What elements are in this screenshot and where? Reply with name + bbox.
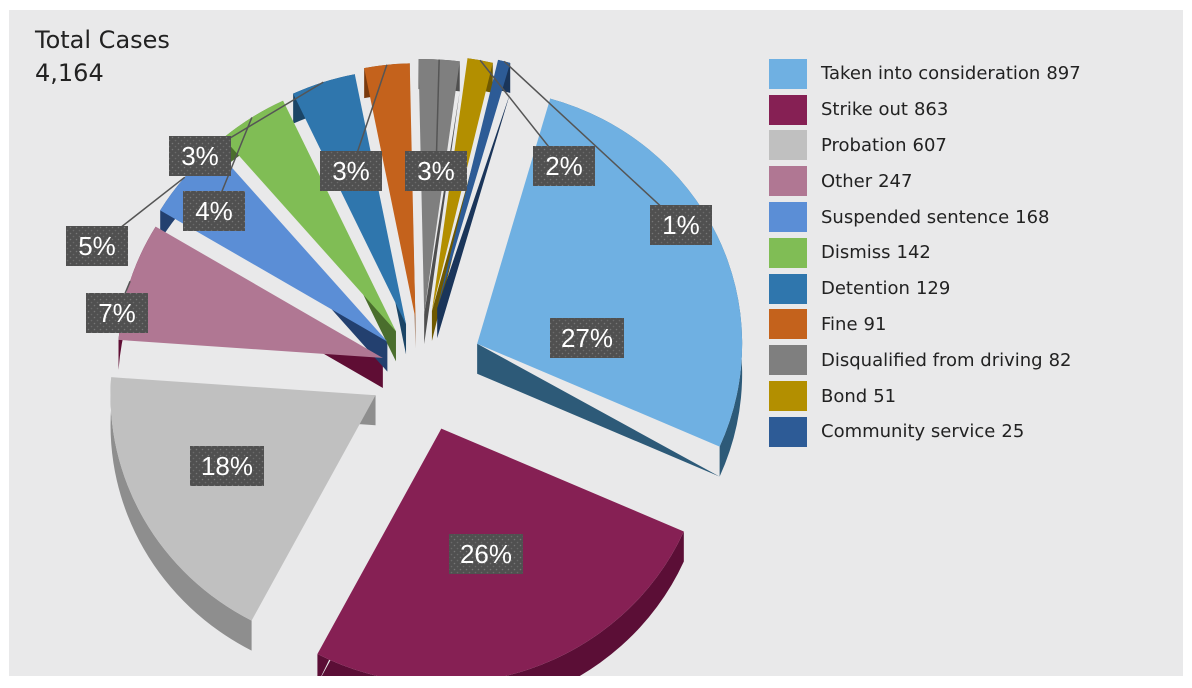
- legend-series-value: 168: [1015, 206, 1050, 228]
- legend-label: Community service 25: [821, 421, 1024, 442]
- pie-slice[interactable]: [437, 59, 511, 309]
- data-label: 3%: [417, 156, 455, 186]
- data-label: 26%: [460, 539, 512, 569]
- legend-series-value: 82: [1048, 349, 1072, 371]
- data-label: 3%: [181, 141, 219, 171]
- legend-series-name: Disqualified from driving: [821, 349, 1043, 371]
- legend-label: Strike out 863: [821, 99, 948, 120]
- legend-series-name: Community service: [821, 421, 996, 443]
- legend-item[interactable]: Community service 25: [769, 414, 1081, 450]
- data-label: 4%: [195, 196, 233, 226]
- legend-swatch: [769, 345, 807, 376]
- data-label-box: [86, 293, 148, 333]
- data-label-box: [405, 151, 467, 191]
- data-label-box: [650, 205, 712, 245]
- pie-slice[interactable]: [477, 98, 743, 447]
- legend-item[interactable]: Taken into consideration 897: [769, 56, 1081, 92]
- legend-label: Detention 129: [821, 278, 950, 299]
- legend-label: Disqualified from driving 82: [821, 350, 1072, 371]
- legend-series-name: Other: [821, 170, 873, 192]
- legend-item[interactable]: Suspended sentence 168: [769, 199, 1081, 235]
- pie-slice[interactable]: [293, 74, 407, 325]
- data-label-box: [449, 534, 523, 574]
- legend-label: Suspended sentence 168: [821, 207, 1050, 228]
- legend-series-value: 51: [873, 385, 897, 407]
- data-label-box: [320, 151, 382, 191]
- legend-series-name: Bond: [821, 385, 868, 407]
- leader-line: [503, 60, 682, 226]
- legend-item[interactable]: Probation 607: [769, 128, 1081, 164]
- data-label: 1%: [662, 210, 700, 240]
- data-label-box: [66, 226, 128, 266]
- legend-series-value: 129: [915, 278, 951, 300]
- chart-panel: Total Cases 4,164 27% 26% 18% 7% 5% 4% 3% 3% 3% 2…: [9, 10, 1183, 676]
- legend-series-name: Probation: [821, 134, 907, 156]
- legend-swatch: [769, 130, 807, 161]
- legend-item[interactable]: Strike out 863: [769, 92, 1081, 128]
- pie-slice-side: [437, 59, 511, 339]
- legend-label: Probation 607: [821, 135, 947, 156]
- legend-swatch: [769, 237, 807, 268]
- legend-item[interactable]: Bond 51: [769, 378, 1081, 414]
- legend-series-value: 142: [896, 242, 931, 264]
- data-label-box: [183, 191, 245, 231]
- total-cases-value: 4,164: [35, 59, 104, 87]
- data-label-box: [550, 318, 624, 358]
- legend-series-value: 607: [912, 134, 947, 156]
- legend-swatch: [769, 58, 807, 89]
- total-cases-label: Total Cases: [35, 26, 170, 54]
- pie-slice-side: [110, 377, 376, 651]
- legend-label: Fine 91: [821, 314, 886, 335]
- legend-series-value: 25: [1001, 421, 1025, 443]
- legend-swatch: [769, 309, 807, 340]
- legend-series-value: 247: [878, 170, 913, 192]
- legend-item[interactable]: Dismiss 142: [769, 235, 1081, 271]
- legend-series-value: 863: [913, 99, 949, 121]
- legend-item[interactable]: Other 247: [769, 163, 1081, 199]
- data-label-box: [190, 446, 264, 486]
- legend-series-name: Detention: [821, 278, 910, 300]
- data-label-box: [533, 146, 595, 186]
- legend-label: Other 247: [821, 171, 912, 192]
- legend-label: Taken into consideration 897: [821, 63, 1081, 84]
- legend-series-name: Fine: [821, 313, 858, 335]
- legend-swatch: [769, 273, 807, 304]
- total-summary: Total Cases 4,164: [35, 24, 170, 90]
- data-label: 5%: [78, 231, 116, 261]
- legend: Taken into consideration 897 Strike out 863…: [769, 56, 1081, 450]
- legend-series-value: 897: [1046, 63, 1081, 85]
- legend-label: Bond 51: [821, 386, 896, 407]
- pie-slice[interactable]: [110, 377, 376, 621]
- legend-item[interactable]: Fine 91: [769, 307, 1081, 343]
- pie-chart: 27% 26% 18% 7% 5% 4% 3% 3% 3% 2% 1%: [66, 58, 743, 676]
- data-label-box: [169, 136, 231, 176]
- legend-series-name: Suspended sentence: [821, 206, 1010, 228]
- legend-series-name: Taken into consideration: [821, 63, 1041, 85]
- pie-slice[interactable]: [118, 226, 383, 358]
- legend-swatch: [769, 416, 807, 447]
- legend-series-value: 91: [863, 313, 887, 335]
- pie-slice[interactable]: [364, 63, 416, 319]
- legend-series-name: Strike out: [821, 99, 908, 121]
- legend-label: Dismiss 142: [821, 242, 931, 263]
- legend-item[interactable]: Disqualified from driving 82: [769, 342, 1081, 378]
- data-label: 27%: [561, 323, 613, 353]
- legend-swatch: [769, 381, 807, 412]
- pie-slice[interactable]: [223, 100, 396, 332]
- legend-item[interactable]: Detention 129: [769, 271, 1081, 307]
- data-label: 18%: [201, 451, 253, 481]
- legend-swatch: [769, 94, 807, 125]
- data-label: 2%: [545, 151, 583, 181]
- legend-swatch: [769, 202, 807, 233]
- legend-series-name: Dismiss: [821, 242, 891, 264]
- legend-swatch: [769, 166, 807, 197]
- data-label: 3%: [332, 156, 370, 186]
- data-label: 7%: [98, 298, 136, 328]
